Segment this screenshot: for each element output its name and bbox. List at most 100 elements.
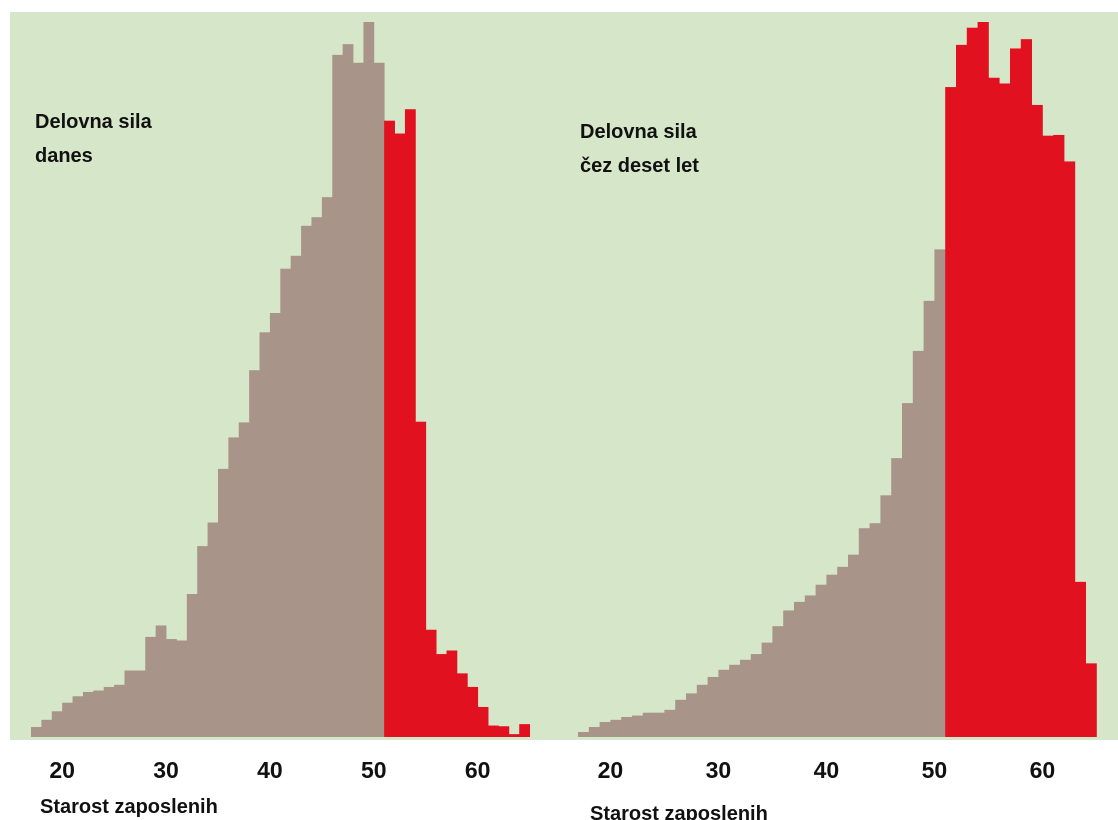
histogram-bar [1010, 48, 1022, 737]
histogram-bar [999, 83, 1011, 738]
histogram-bar [848, 554, 860, 737]
histogram-bar [217, 468, 229, 738]
histogram-bar [508, 734, 520, 737]
histogram-bar [718, 669, 730, 737]
histogram-bar [353, 62, 364, 737]
histogram-bar [653, 712, 665, 737]
histogram-bar [477, 706, 489, 737]
x-axis-ticks: 20 30 40 50 60 [49, 757, 490, 783]
histogram-bar [238, 422, 250, 737]
bar-series-ten-years [578, 22, 1097, 738]
histogram-bar [519, 724, 531, 737]
panel-title-line1: Delovna sila [580, 121, 698, 143]
histogram-bar [259, 332, 271, 737]
histogram-bar [772, 626, 784, 737]
histogram-bar [675, 699, 687, 737]
histogram-bar [664, 709, 676, 737]
histogram-bar [394, 133, 406, 738]
histogram-bar [269, 313, 281, 737]
histogram-bar [498, 726, 510, 737]
histogram-bar [186, 594, 198, 737]
histogram-bar [1074, 581, 1086, 737]
histogram-bar [1053, 134, 1065, 738]
histogram-bar [114, 684, 125, 737]
histogram-bar [1031, 104, 1043, 737]
panel-title-line1: Delovna sila [35, 111, 153, 133]
histogram-bar [632, 715, 644, 737]
histogram-bar [82, 691, 94, 737]
x-axis-label: Starost zaposlenih [40, 796, 218, 818]
histogram-bar [456, 673, 468, 737]
histogram-bar [249, 370, 260, 737]
histogram-bar [228, 437, 240, 737]
histogram-bar [804, 595, 816, 737]
x-tick-label: 40 [257, 757, 283, 783]
histogram-bar [858, 528, 870, 737]
panel-title-line2: danes [35, 145, 93, 167]
x-tick-label: 60 [465, 757, 491, 783]
histogram-bar [621, 716, 633, 737]
histogram-bar [155, 625, 167, 737]
histogram-bar [740, 659, 752, 737]
histogram-bar [1020, 39, 1032, 738]
histogram-bar [902, 403, 914, 737]
histogram-bar [815, 584, 827, 737]
histogram-bar [977, 22, 989, 737]
histogram-bar [290, 255, 302, 737]
histogram-bar [761, 642, 773, 737]
histogram-bar [923, 300, 935, 737]
histogram-bar [1042, 135, 1054, 737]
x-tick-label: 50 [361, 757, 387, 783]
histogram-bar [280, 268, 292, 737]
histogram-bar [415, 421, 427, 737]
x-tick-label: 50 [922, 757, 948, 783]
histogram-bar [891, 458, 903, 737]
histogram-bar [610, 719, 622, 737]
histogram-bar [311, 217, 323, 737]
histogram-bar [696, 684, 708, 737]
histogram-bar [783, 610, 795, 737]
histogram-bar [363, 22, 375, 737]
histogram-bar [31, 726, 42, 737]
histogram-bar [176, 640, 188, 737]
histogram-bar [197, 546, 208, 737]
histogram-bar [321, 197, 333, 738]
histogram-bar [934, 249, 946, 737]
panel-in-ten-years: Delovna sila čez deset let 20 30 40 50 60 St… [578, 22, 1097, 820]
histogram-bar [599, 721, 611, 737]
histogram-bar [134, 670, 146, 737]
histogram-bar [945, 87, 957, 737]
histogram-bar [837, 566, 849, 737]
histogram-bar [707, 676, 719, 737]
x-tick-label: 60 [1030, 757, 1056, 783]
histogram-bar [342, 44, 354, 738]
histogram-bar [642, 712, 654, 737]
histogram-bar [880, 495, 892, 737]
histogram-bar [686, 693, 698, 737]
histogram-bar [794, 601, 806, 737]
x-tick-label: 20 [49, 757, 75, 783]
histogram-bar [124, 670, 136, 737]
histogram-bar [966, 27, 978, 738]
histogram-bar [488, 725, 499, 737]
histogram-bar [425, 629, 437, 737]
x-tick-label: 20 [598, 757, 624, 783]
histogram-bar [62, 702, 73, 737]
x-tick-label: 40 [814, 757, 840, 783]
histogram-bar [301, 225, 312, 737]
histogram-bar [51, 711, 63, 737]
histogram-bar [1064, 161, 1076, 738]
histogram-bar [729, 664, 741, 737]
histogram-bar [750, 654, 762, 737]
histogram-bar [93, 690, 105, 737]
panel-title-line2: čez deset let [580, 155, 699, 177]
histogram-bar [103, 686, 115, 737]
histogram-bar [826, 574, 838, 737]
histogram-bar [1085, 663, 1097, 737]
histogram-bar [588, 726, 600, 737]
histogram-bar [72, 696, 84, 737]
histogram-bar [404, 109, 416, 738]
histogram-bar [578, 732, 590, 737]
